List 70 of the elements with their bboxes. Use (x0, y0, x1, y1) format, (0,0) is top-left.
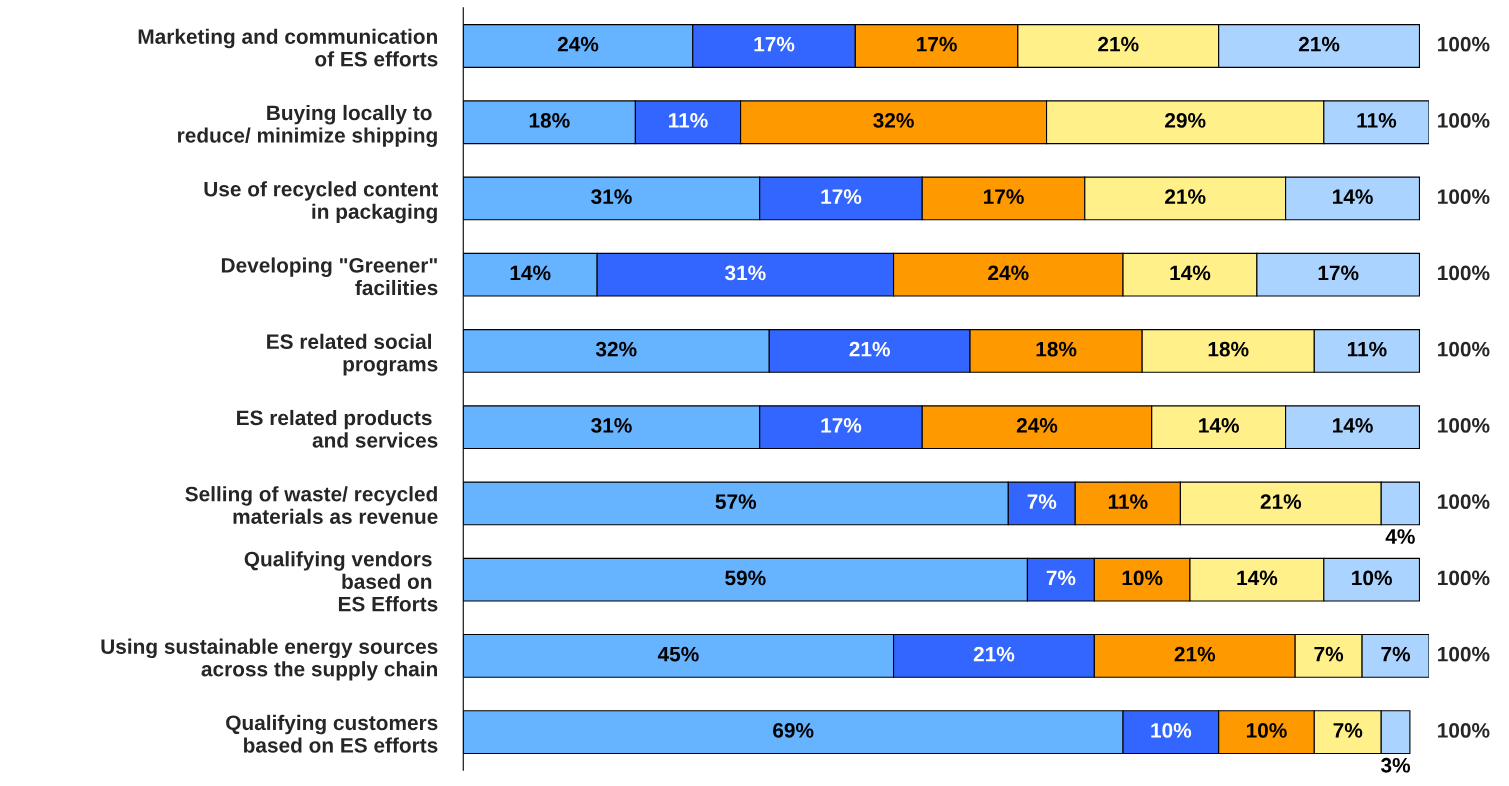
data-label: 14% (1199, 418, 1239, 433)
data-label: 18% (1208, 341, 1249, 357)
data-label: 11% (1347, 341, 1387, 357)
data-label: 21% (973, 646, 1015, 662)
data-label: 21% (1165, 189, 1206, 205)
data-label: 7% (1314, 646, 1344, 662)
data-label: 32% (873, 113, 914, 128)
data-label: 17% (821, 418, 862, 433)
data-label: 14% (1237, 570, 1278, 586)
data-label: 17% (983, 189, 1024, 205)
total-label: 100% (1438, 418, 1490, 433)
data-label: 4% (1385, 529, 1415, 544)
data-label: 32% (595, 341, 637, 357)
data-label: 21% (1298, 36, 1340, 52)
data-label: 31% (724, 265, 766, 281)
data-label: 10% (1122, 570, 1163, 586)
total-label: 100% (1438, 189, 1490, 205)
data-label: 45% (657, 646, 699, 662)
data-label: 17% (917, 36, 957, 52)
data-label: 24% (988, 265, 1029, 281)
data-label: 59% (725, 570, 766, 586)
total-label: 100% (1438, 36, 1490, 52)
data-label: 17% (821, 189, 862, 205)
data-label: 7% (1027, 494, 1057, 509)
data-label: 10% (1246, 723, 1287, 738)
data-label: 14% (1332, 418, 1373, 433)
data-label: 11% (1108, 494, 1148, 509)
data-label: 18% (529, 113, 570, 128)
data-label: 14% (510, 265, 551, 281)
data-label: 21% (1098, 36, 1139, 52)
y-tick-label: Use of recycled content in packaging (204, 181, 439, 224)
data-label: 10% (1352, 570, 1392, 586)
y-tick-label: Developing "Greener" facilities (221, 257, 438, 296)
total-label: 100% (1438, 570, 1490, 586)
data-label: 17% (754, 36, 795, 52)
data-label: 24% (1016, 418, 1058, 433)
data-label: 69% (773, 723, 814, 738)
y-tick-label: Buying locally to reduce/ minimize shipping (178, 104, 437, 147)
total-label: 100% (1438, 265, 1490, 281)
y-tick-label: Marketing and communication of ES efforts (138, 28, 438, 67)
data-label: 31% (591, 418, 632, 433)
y-tick-label: Qualifying customers based on ES efforts (226, 714, 438, 753)
data-label: 11% (669, 113, 708, 128)
y-tick-label: Using sustainable energy sources across the supply chain (101, 638, 438, 681)
data-label: 11% (1357, 113, 1397, 128)
data-label: 14% (1332, 189, 1373, 205)
total-label: 100% (1438, 646, 1490, 662)
data-label: 7% (1046, 570, 1076, 586)
data-label: 21% (1260, 494, 1302, 509)
data-label: 3% (1380, 757, 1411, 773)
data-label: 14% (1170, 265, 1211, 281)
total-label: 100% (1438, 341, 1490, 357)
y-tick-label: ES related products and services (237, 409, 438, 448)
data-label: 18% (1036, 341, 1077, 357)
data-label: 21% (849, 341, 890, 357)
total-label: 100% (1438, 723, 1490, 738)
total-label: 100% (1438, 494, 1490, 510)
data-label: 31% (591, 189, 632, 205)
data-label: 29% (1165, 113, 1206, 128)
data-label: 7% (1333, 723, 1363, 738)
y-tick-label: ES related social programs (267, 333, 438, 376)
data-label: 24% (557, 36, 599, 52)
y-tick-label: Qualifying vendors based on ES Efforts (244, 551, 438, 612)
data-label: 21% (1174, 646, 1216, 662)
total-label: 100% (1438, 113, 1490, 128)
data-label: 17% (1318, 265, 1359, 281)
data-label: 10% (1151, 723, 1192, 738)
y-tick-label: Selling of waste/ recycled materials as revenue (185, 486, 438, 524)
data-label: 57% (715, 494, 757, 510)
data-label: 7% (1381, 646, 1411, 662)
